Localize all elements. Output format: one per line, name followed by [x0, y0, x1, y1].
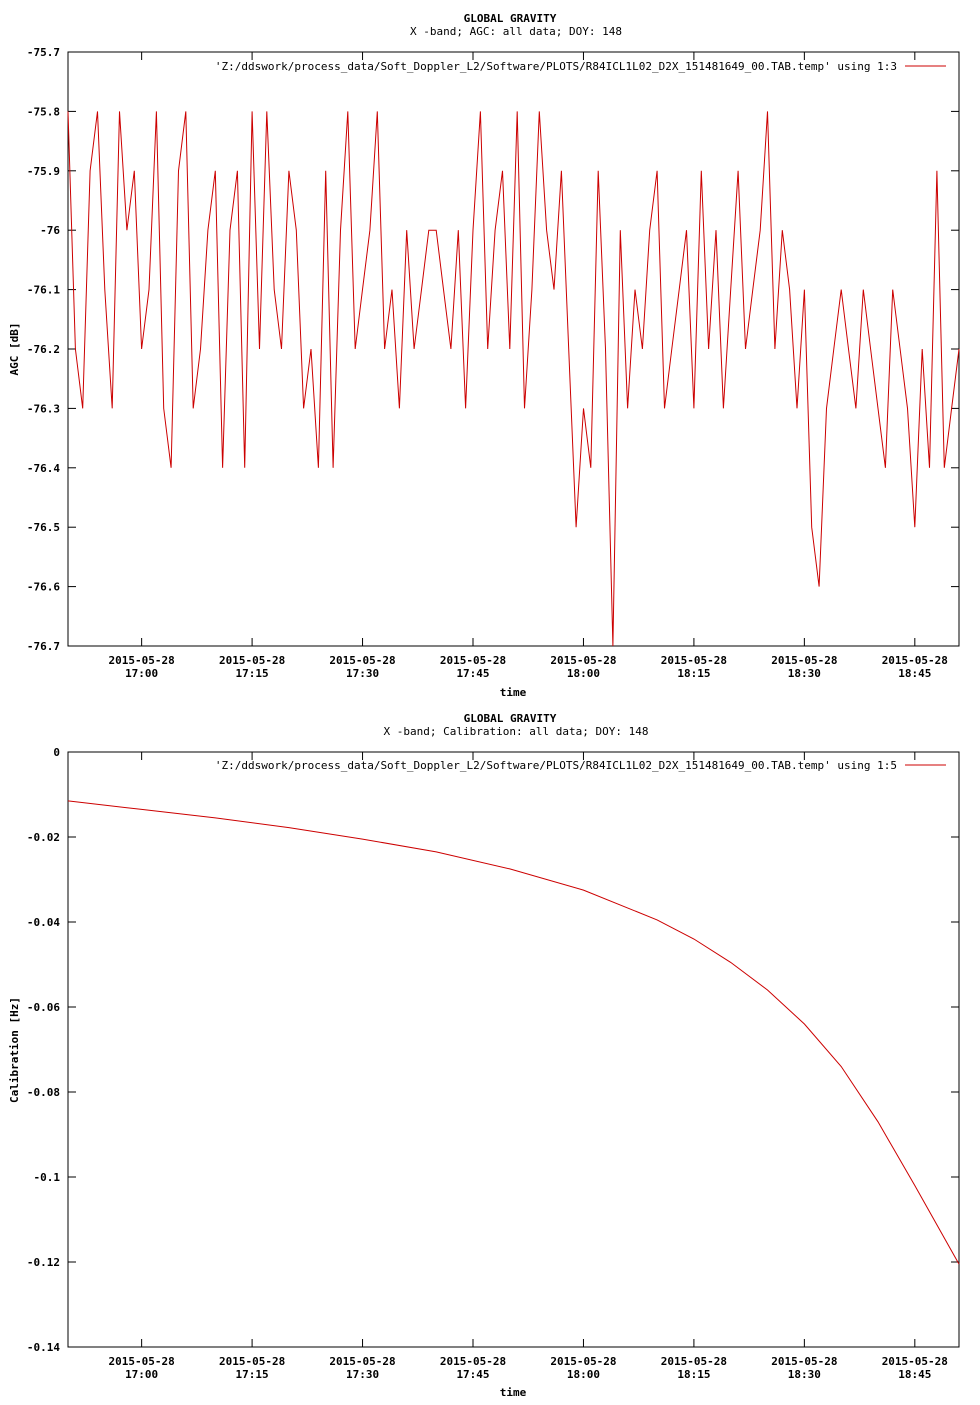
- agc-x-axis-label: time: [500, 686, 527, 699]
- agc-y-axis-label: AGC [dB]: [8, 323, 21, 376]
- agc-x-tick-time-label: 18:15: [677, 667, 710, 680]
- agc-ticks: -75.7 -75.8 -75.9 -76 -76.1 -76.2 -76.3 -76.4 -7…: [27, 46, 959, 680]
- calibration-chart: GLOBAL GRAVITY X -band; Calibration: all…: [8, 712, 960, 1399]
- calibration-y-tick-label: -0.06: [27, 1001, 60, 1014]
- calibration-ticks: 0 -0.02 -0.04 -0.06 -0.08 -0.1 -0.12 -0.14 2015-…: [27, 746, 959, 1381]
- agc-y-tick-label: -75.9: [27, 165, 60, 178]
- calibration-x-tick-time-label: 17:45: [456, 1368, 489, 1381]
- calibration-y-tick-label: -0.12: [27, 1256, 60, 1269]
- calibration-chart-subtitle: X -band; Calibration: all data; DOY: 148: [384, 725, 649, 738]
- agc-x-tick-time-label: 18:00: [567, 667, 600, 680]
- agc-x-tick-date-label: 2015-05-28: [109, 654, 175, 667]
- calibration-x-tick-date-label: 2015-05-28: [882, 1355, 948, 1368]
- agc-series-line: [67, 111, 960, 647]
- calibration-legend-label: 'Z:/ddswork/process_data/Soft_Doppler_L2…: [215, 759, 897, 772]
- calibration-x-tick-date-label: 2015-05-28: [771, 1355, 837, 1368]
- calibration-plot-frame: [67, 751, 960, 1348]
- agc-chart-title: GLOBAL GRAVITY: [464, 12, 557, 25]
- agc-x-tick-time-label: 17:30: [346, 667, 379, 680]
- agc-x-tick-date-label: 2015-05-28: [550, 654, 616, 667]
- agc-y-tick-label: -76.2: [27, 343, 60, 356]
- agc-y-tick-label: -76.1: [27, 284, 60, 297]
- agc-y-tick-label: -76.7: [27, 640, 60, 653]
- agc-x-tick-date-label: 2015-05-28: [219, 654, 285, 667]
- calibration-x-tick-time-label: 17:15: [236, 1368, 269, 1381]
- calibration-x-tick-time-label: 18:00: [567, 1368, 600, 1381]
- agc-x-tick-date-label: 2015-05-28: [440, 654, 506, 667]
- agc-x-tick-time-label: 17:00: [125, 667, 158, 680]
- calibration-chart-title: GLOBAL GRAVITY: [464, 712, 557, 725]
- calibration-series: [67, 800, 960, 1265]
- agc-x-tick-date-label: 2015-05-28: [329, 654, 395, 667]
- calibration-legend: 'Z:/ddswork/process_data/Soft_Doppler_L2…: [215, 759, 946, 772]
- calibration-x-axis-label: time: [500, 1386, 527, 1399]
- agc-y-tick-label: -76.5: [27, 521, 60, 534]
- agc-y-tick-label: -75.7: [27, 46, 60, 59]
- calibration-y-axis-label: Calibration [Hz]: [8, 997, 21, 1103]
- calibration-series-line: [67, 800, 960, 1265]
- calibration-x-tick-date-label: 2015-05-28: [550, 1355, 616, 1368]
- calibration-x-tick-time-label: 18:45: [898, 1368, 931, 1381]
- calibration-x-tick-date-label: 2015-05-28: [219, 1355, 285, 1368]
- calibration-x-tick-time-label: 18:30: [788, 1368, 821, 1381]
- calibration-x-tick-date-label: 2015-05-28: [329, 1355, 395, 1368]
- calibration-x-tick-time-label: 17:30: [346, 1368, 379, 1381]
- agc-x-tick-date-label: 2015-05-28: [882, 654, 948, 667]
- agc-legend-label: 'Z:/ddswork/process_data/Soft_Doppler_L2…: [215, 60, 897, 73]
- calibration-y-tick-label: -0.08: [27, 1086, 60, 1099]
- agc-plot-frame: [67, 51, 960, 647]
- calibration-x-tick-date-label: 2015-05-28: [661, 1355, 727, 1368]
- calibration-y-tick-label: -0.1: [34, 1171, 61, 1184]
- calibration-x-tick-date-label: 2015-05-28: [109, 1355, 175, 1368]
- agc-x-tick-date-label: 2015-05-28: [661, 654, 727, 667]
- agc-x-tick-time-label: 17:15: [236, 667, 269, 680]
- calibration-y-tick-label: 0: [53, 746, 60, 759]
- agc-x-tick-time-label: 17:45: [456, 667, 489, 680]
- agc-y-tick-label: -76.3: [27, 402, 60, 415]
- calibration-x-tick-date-label: 2015-05-28: [440, 1355, 506, 1368]
- calibration-x-tick-time-label: 17:00: [125, 1368, 158, 1381]
- calibration-y-tick-label: -0.14: [27, 1341, 60, 1354]
- agc-series: [67, 111, 960, 647]
- agc-x-tick-date-label: 2015-05-28: [771, 654, 837, 667]
- agc-y-tick-label: -76.4: [27, 462, 60, 475]
- agc-y-tick-label: -75.8: [27, 105, 60, 118]
- agc-chart-subtitle: X -band; AGC: all data; DOY: 148: [410, 25, 622, 38]
- calibration-y-tick-label: -0.02: [27, 831, 60, 844]
- calibration-y-tick-label: -0.04: [27, 916, 60, 929]
- agc-y-tick-label: -76.6: [27, 581, 60, 594]
- agc-legend: 'Z:/ddswork/process_data/Soft_Doppler_L2…: [215, 60, 946, 73]
- calibration-x-tick-time-label: 18:15: [677, 1368, 710, 1381]
- agc-chart: GLOBAL GRAVITY X -band; AGC: all data; D…: [8, 12, 960, 699]
- agc-x-tick-time-label: 18:45: [898, 667, 931, 680]
- agc-x-tick-time-label: 18:30: [788, 667, 821, 680]
- agc-y-tick-label: -76: [40, 224, 60, 237]
